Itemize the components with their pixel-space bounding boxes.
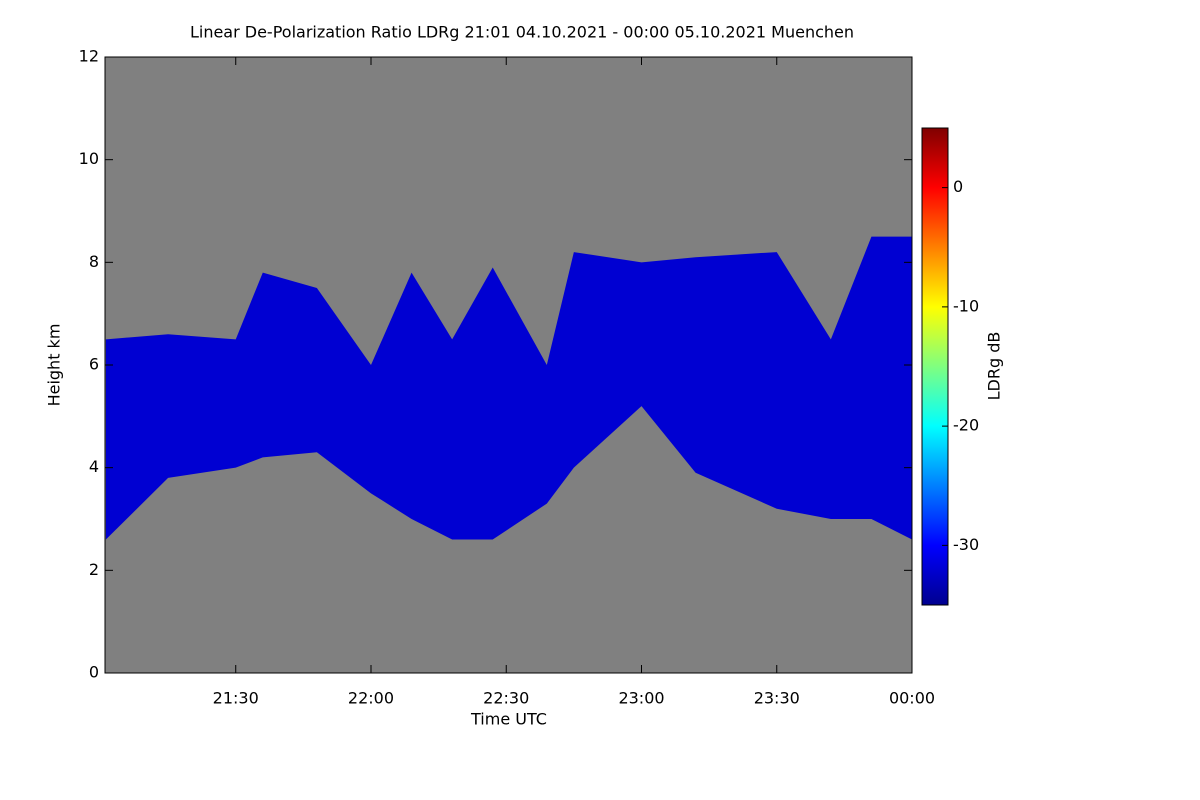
cloud-area [105, 236, 912, 540]
y-tick-label: 6 [89, 355, 99, 374]
colorbar-tick-label: 0 [953, 177, 963, 196]
x-tick-label: 21:30 [213, 689, 259, 708]
colorbar-label: LDRg dB [985, 332, 1004, 401]
colorbar-tick-label: -30 [953, 535, 979, 554]
x-axis-label: Time UTC [470, 710, 547, 729]
colorbar [921, 127, 949, 606]
x-tick-label: 23:00 [618, 689, 664, 708]
y-tick-label: 10 [79, 149, 99, 168]
x-tick-label: 22:00 [348, 689, 394, 708]
x-tick-label: 22:30 [483, 689, 529, 708]
x-tick-label: 23:30 [754, 689, 800, 708]
y-tick-label: 4 [89, 457, 99, 476]
chart-title: Linear De-Polarization Ratio LDRg 21:01 … [190, 23, 854, 42]
y-tick-label: 0 [89, 663, 99, 682]
y-tick-label: 12 [79, 47, 99, 66]
y-tick-label: 2 [89, 560, 99, 579]
colorbar-tick-label: -20 [953, 416, 979, 435]
y-axis-label: Height km [45, 324, 64, 407]
y-tick-label: 8 [89, 252, 99, 271]
x-tick-label: 00:00 [889, 689, 935, 708]
colorbar-tick-label: -10 [953, 296, 979, 315]
